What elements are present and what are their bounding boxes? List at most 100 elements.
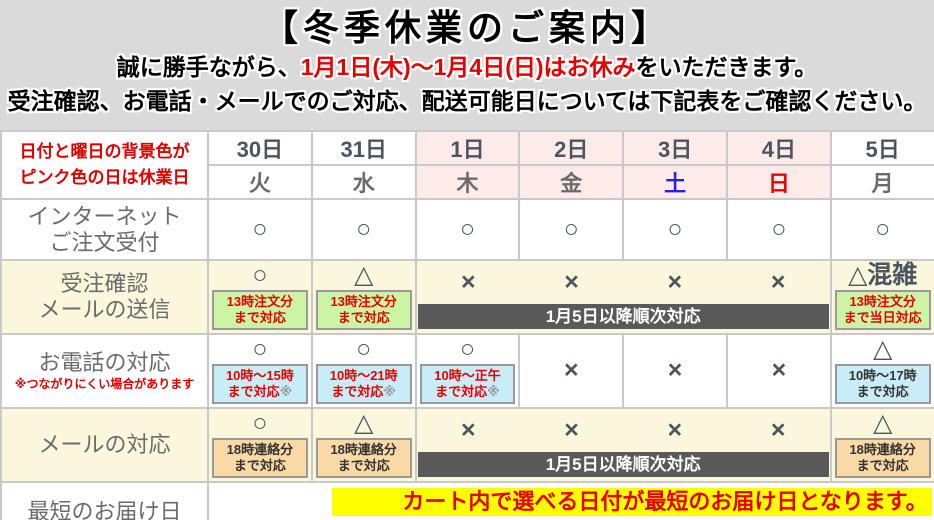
page-title: 【冬季休業のご案内】 xyxy=(261,7,672,48)
legend-cell: 日付と曜日の背景色が ピンク色の日は休業日 xyxy=(0,130,209,200)
internet-cell-5: ○ xyxy=(829,198,934,261)
weekday-cell-sat: 土 xyxy=(622,164,728,200)
phone-cell-30: ○ 10時～15時 まで対応※ xyxy=(207,333,313,409)
cross-mark: × xyxy=(770,415,786,444)
circle-mark: ○ xyxy=(667,214,683,243)
triangle-mark: △ xyxy=(873,409,893,437)
internet-cell-31: ○ xyxy=(310,198,417,261)
phone-cell-2: × xyxy=(518,333,625,409)
holiday-period-line: 誠に勝手ながら、1月1日(木)～1月4日(日)はお休みをいただきます。 xyxy=(0,52,934,83)
notice-description: 受注確認、お電話・メールでのご対応、配送可能日については下記表をご確認ください。 xyxy=(7,88,927,115)
legend-line2: ピンク色の日は休業日 xyxy=(19,168,190,187)
asterisk-mark: ※ xyxy=(383,383,397,399)
phone-cell-4: × xyxy=(725,333,832,409)
earliest-delivery-row: 最短のお届け日 カート内で選べる日付が最短のお届け日となります。 ※沖縄・離島へ… xyxy=(0,480,934,520)
weekday-header-row: 火 水 木 金 土 日 月 xyxy=(1,164,934,200)
holiday-period-prefix: 誠に勝手ながら、 xyxy=(116,54,301,81)
circle-mark: ○ xyxy=(563,214,579,243)
triangle-mark: △ xyxy=(873,335,893,363)
mail-cell-31: △ 18時連絡分 まで対応 xyxy=(310,407,417,483)
circle-mark: ○ xyxy=(459,214,476,243)
date-cell-31: 31日 xyxy=(310,130,417,166)
mail-support-label: メールの対応 xyxy=(0,407,209,483)
triangle-busy-mark: △混雑 xyxy=(848,261,918,289)
internet-order-row: インターネット ご注文受付 ○ ○ ○ ○ ○ ○ ○ xyxy=(0,198,934,261)
weekday-cell-tue: 火 xyxy=(207,164,313,200)
note-box: 13時注文分 まで対応 xyxy=(315,289,412,330)
circle-mark: ○ xyxy=(875,214,891,243)
date-header-row: 日付と曜日の背景色が ピンク色の日は休業日 30日 31日 1日 2日 3日 4… xyxy=(0,130,934,200)
note-box: 18時連絡分 まで対応 xyxy=(834,437,931,478)
triangle-mark: △ xyxy=(354,409,374,437)
circle-mark: ○ xyxy=(771,214,787,243)
cross-mark: × xyxy=(563,356,579,385)
phone-cell-1: ○ 10時～正午 まで対応※ xyxy=(414,333,521,409)
cross-mark: × xyxy=(667,356,683,385)
cross-mark: × xyxy=(667,415,683,444)
date-cell-30: 30日 xyxy=(207,130,313,166)
circle-mark: ○ xyxy=(356,335,372,363)
weekday-cell-sun: 日 xyxy=(725,164,832,200)
circle-mark: ○ xyxy=(459,335,476,363)
internet-order-label: インターネット ご注文受付 xyxy=(0,198,209,261)
order-confirm-row: 受注確認 メールの送信 ○ 13時注文分 まで対応 △ 13時注文分 まで対応 × xyxy=(0,259,934,335)
note-box: 18時連絡分 まで対応 xyxy=(212,437,308,478)
note-box: 10時～正午 まで対応※ xyxy=(419,363,516,404)
asterisk-mark: ※ xyxy=(487,383,500,399)
mail-closed-cells: × × × × 1月5日以降順次対応 xyxy=(414,407,832,483)
phone-cell-5: △ 10時～17時 まで対応 xyxy=(829,333,934,409)
date-cell-1: 1日 xyxy=(414,130,521,166)
internet-cell-3: ○ xyxy=(622,198,728,261)
delivery-highlight-text: カート内で選べる日付が最短のお届け日となります。 xyxy=(332,488,932,517)
phone-cell-3: × xyxy=(622,333,728,409)
deferred-response-banner: 1月5日以降順次対応 xyxy=(417,452,829,477)
weekday-cell-fri: 金 xyxy=(518,164,625,200)
circle-mark: ○ xyxy=(252,409,268,437)
note-box: 10時～15時 まで対応※ xyxy=(212,363,308,404)
note-box: 18時連絡分 まで対応 xyxy=(315,437,412,478)
phone-caution-note: ※つながりにくい場合があります xyxy=(14,377,195,392)
internet-cell-4: ○ xyxy=(725,198,832,261)
internet-cell-1: ○ xyxy=(414,198,521,261)
triangle-mark: △ xyxy=(354,261,374,289)
order-confirm-cell-5: △混雑 13時注文分 まで当日対応 xyxy=(829,259,934,335)
note-box: 13時注文分 まで対応 xyxy=(212,289,308,330)
cross-mark: × xyxy=(667,267,683,296)
cross-mark: × xyxy=(564,415,579,444)
phone-cell-31: ○ 10時～21時 まで対応※ xyxy=(310,333,417,409)
note-box: 10時～17時 まで対応 xyxy=(834,363,931,404)
cross-mark: × xyxy=(460,267,476,296)
mail-cell-5: △ 18時連絡分 まで対応 xyxy=(829,407,934,483)
date-cell-2: 2日 xyxy=(518,130,625,166)
circle-mark: ○ xyxy=(252,261,268,289)
phone-support-row: お電話の対応 ※つながりにくい場合があります ○ 10時～15時 まで対応※ ○ … xyxy=(0,333,934,409)
order-confirm-cell-30: ○ 13時注文分 まで対応 xyxy=(207,259,313,335)
cross-mark: × xyxy=(771,356,787,385)
holiday-schedule-table: 日付と曜日の背景色が ピンク色の日は休業日 30日 31日 1日 2日 3日 4… xyxy=(0,130,934,520)
weekday-cell-thu: 木 xyxy=(414,164,521,200)
internet-cell-2: ○ xyxy=(518,198,625,261)
order-confirm-cell-31: △ 13時注文分 まで対応 xyxy=(310,259,417,335)
note-box: 13時注文分 まで当日対応 xyxy=(834,289,931,330)
date-cell-3: 3日 xyxy=(622,130,728,166)
notice-banner: 【冬季休業のご案内】 誠に勝手ながら、1月1日(木)～1月4日(日)はお休みをい… xyxy=(0,0,934,130)
mail-cell-30: ○ 18時連絡分 まで対応 xyxy=(207,407,313,483)
holiday-period-highlight: 1月1日(木)～1月4日(日)はお休み xyxy=(300,54,636,81)
circle-mark: ○ xyxy=(356,214,372,243)
cross-mark: × xyxy=(564,267,579,296)
phone-support-label: お電話の対応 ※つながりにくい場合があります xyxy=(0,333,209,409)
circle-mark: ○ xyxy=(252,335,268,363)
cross-mark: × xyxy=(460,415,476,444)
cross-mark: × xyxy=(770,267,786,296)
earliest-delivery-label: 最短のお届け日 xyxy=(0,480,209,520)
weekday-cell-wed: 水 xyxy=(310,164,417,200)
note-box: 10時～21時 まで対応※ xyxy=(315,363,412,404)
asterisk-mark: ※ xyxy=(279,383,293,399)
legend-line1: 日付と曜日の背景色が xyxy=(19,141,190,161)
mail-support-row: メールの対応 ○ 18時連絡分 まで対応 △ 18時連絡分 まで対応 × × xyxy=(0,407,934,483)
order-confirm-label: 受注確認 メールの送信 xyxy=(0,259,209,335)
date-cell-4: 4日 xyxy=(725,130,832,166)
circle-mark: ○ xyxy=(252,214,268,243)
order-confirm-closed-cells: × × × × 1月5日以降順次対応 xyxy=(414,259,832,335)
